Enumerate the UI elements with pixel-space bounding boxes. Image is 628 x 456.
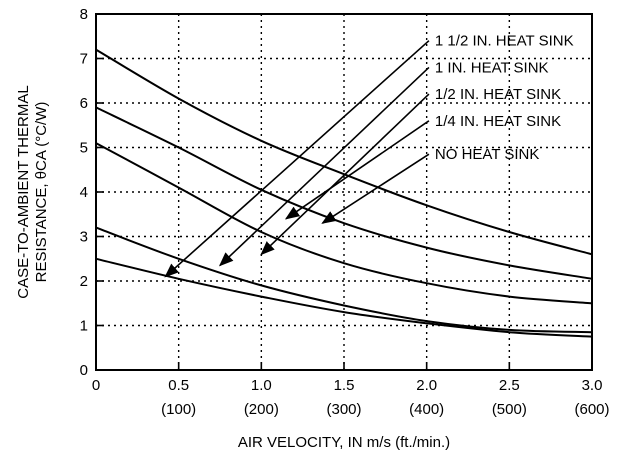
- series-line: [95, 142, 593, 305]
- y-tick-label: 2: [80, 273, 88, 290]
- series-arrow: [164, 40, 430, 278]
- series-line: [95, 257, 593, 338]
- x-tick-label: 0: [92, 377, 100, 394]
- y-tick-label: 8: [80, 6, 88, 23]
- x-tick-label: 2.5: [499, 377, 520, 394]
- series-arrow: [260, 93, 430, 256]
- series-arrows: [164, 40, 430, 278]
- x-tick-sublabel: (600): [574, 401, 609, 418]
- y-axis-label-line-1: CASE-TO-AMBIENT THERMAL: [15, 85, 32, 298]
- series-line: [95, 226, 593, 334]
- y-tick-label: 6: [80, 95, 88, 112]
- x-tick-label: 1.0: [251, 377, 272, 394]
- series-label: 1/4 IN. HEAT SINK: [435, 113, 561, 130]
- x-tick-label: 3.0: [582, 377, 603, 394]
- x-tick-sublabel: (100): [161, 401, 196, 418]
- y-tick-label: 1: [80, 318, 88, 335]
- x-tick-sublabel: (200): [244, 401, 279, 418]
- y-axis-label-line-2: RESISTANCE, θCA (°C/W): [33, 102, 50, 283]
- series-line: [95, 106, 593, 280]
- series-arrow: [284, 120, 430, 220]
- y-tick-label: 4: [80, 184, 88, 201]
- y-tick-label: 3: [80, 229, 88, 246]
- y-tick-label: 0: [80, 362, 88, 379]
- series-arrow: [218, 66, 430, 267]
- x-tick-sublabel: (500): [492, 401, 527, 418]
- series-arrow: [321, 153, 430, 224]
- series-label: NO HEAT SINK: [435, 146, 539, 163]
- x-tick-label: 1.5: [334, 377, 355, 394]
- y-tick-label: 5: [80, 140, 88, 157]
- series-curves: [95, 48, 593, 338]
- series-label: 1 1/2 IN. HEAT SINK: [435, 33, 574, 50]
- x-tick-label: 2.0: [416, 377, 437, 394]
- x-tick-sublabel: (300): [326, 401, 361, 418]
- axis-ticks: 0 1 2 3 4 5 6 7 8 0 0.5 (100) 1.0 (200) 1.5 (300) 2.0 (40…: [80, 6, 610, 418]
- y-tick-label: 7: [80, 51, 88, 68]
- x-tick-sublabel: (400): [409, 401, 444, 418]
- x-axis-label: AIR VELOCITY, IN m/s (ft./min.): [238, 434, 450, 451]
- series-labels: NO HEAT SINK 1/4 IN. HEAT SINK 1/2 IN. HEA…: [435, 33, 574, 163]
- x-tick-label: 0.5: [168, 377, 189, 394]
- series-label: 1 IN. HEAT SINK: [435, 59, 549, 76]
- series-label: 1/2 IN. HEAT SINK: [435, 86, 561, 103]
